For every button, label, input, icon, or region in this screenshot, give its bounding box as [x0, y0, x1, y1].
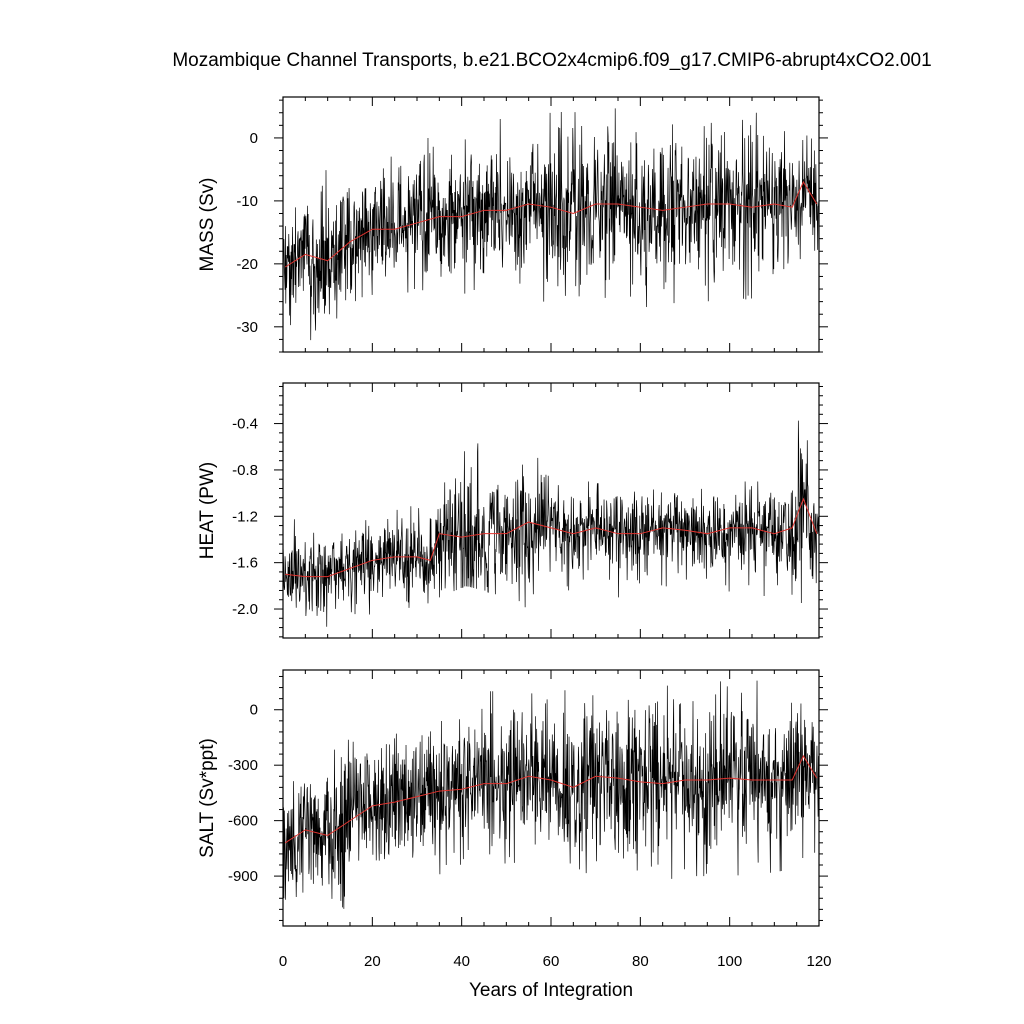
- y-tick-label: -2.0: [232, 601, 258, 618]
- x-tick-label: 20: [364, 953, 381, 970]
- annual-mean-line: [284, 754, 818, 844]
- monthly-series-line: [282, 108, 820, 341]
- x-tick-label: 120: [806, 953, 831, 970]
- annual-mean-line: [284, 180, 818, 268]
- y-tick-label: -10: [236, 193, 258, 210]
- y-tick-label: -900: [228, 868, 258, 885]
- y-tick-label: -0.4: [232, 416, 258, 433]
- chart-title: Mozambique Channel Transports, b.e21.BCO…: [172, 50, 931, 71]
- panels: 0 -10 -20 -30 MASS (Sv) -0.4 -0.8 -1.2 -1.6 -2.0 H…: [197, 96, 832, 970]
- x-tick-label: 80: [632, 953, 649, 970]
- y-tick-label: -600: [228, 813, 258, 830]
- x-tick-label: 40: [453, 953, 470, 970]
- x-axis: 0 20 40 60 80 100 120: [279, 953, 832, 970]
- x-axis-label: Years of Integration: [469, 980, 633, 1001]
- y-axis-label: MASS (Sv): [197, 178, 218, 272]
- y-tick-label: -30: [236, 319, 258, 336]
- x-tick-label: 100: [717, 953, 742, 970]
- y-tick-label: -20: [236, 256, 258, 273]
- x-tick-label: 60: [543, 953, 560, 970]
- y-axis-label: SALT (Sv*ppt): [197, 738, 218, 858]
- monthly-series-line: [282, 680, 820, 909]
- y-tick-label: -1.6: [232, 555, 258, 572]
- y-tick-label: -300: [228, 757, 258, 774]
- y-tick-label: -0.8: [232, 462, 258, 479]
- y-tick-label: 0: [250, 130, 258, 147]
- y-tick-label: 0: [250, 702, 258, 719]
- y-tick-label: -1.2: [232, 508, 258, 525]
- x-tick-label: 0: [279, 953, 287, 970]
- y-axis-label: HEAT (PW): [197, 462, 218, 559]
- panel-2: -0.4 -0.8 -1.2 -1.6 -2.0 HEAT (PW): [197, 382, 828, 639]
- panel-1: 0 -10 -20 -30 MASS (Sv): [197, 96, 828, 353]
- annual-mean-line: [285, 497, 818, 578]
- monthly-series-line: [282, 420, 820, 627]
- panel-3: 0 -300 -600 -900 SALT (Sv*ppt): [197, 669, 828, 927]
